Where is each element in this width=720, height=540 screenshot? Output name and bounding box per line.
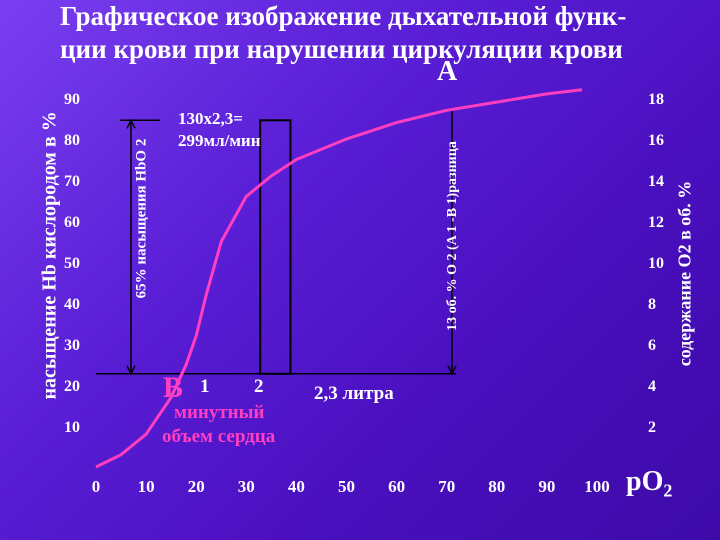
saturation-arrow-head-bottom	[126, 365, 136, 376]
y2-tick-label: 10	[648, 255, 664, 272]
y2-tick-label: 12	[648, 214, 664, 231]
point-a-label: А	[437, 56, 458, 87]
saturation-arrow-head-top	[126, 118, 136, 129]
difference-label: 13 об. % O 2 (A 1 -B 1)разница	[445, 141, 460, 331]
x-tick-label: 90	[538, 477, 555, 496]
point-b-label: В	[163, 371, 184, 404]
x-tick-labels: 0 10 20 30 40 50 60 70 80 90 100	[92, 477, 610, 496]
y2-axis-label: содержание O2 в об. %	[674, 180, 695, 367]
title-line-1: Графическое изображение дыхательной функ…	[60, 1, 627, 31]
x-unit-text: pO	[626, 466, 664, 497]
x-tick-label: 20	[188, 477, 205, 496]
calc-line-1: 130х2,3=	[178, 109, 243, 128]
x-tick-label: 80	[488, 477, 505, 496]
marker-lines	[96, 111, 457, 376]
title-line-2: ции крови при нарушении циркуляции крови	[60, 34, 623, 64]
y-tick-label: 40	[64, 296, 80, 313]
x-tick-label: 30	[238, 477, 255, 496]
minute-volume-line-2: объем сердца	[162, 426, 276, 447]
y-tick-label: 10	[64, 419, 80, 436]
calc-line-2: 299мл/мин	[178, 131, 261, 150]
x-tick-label: 70	[438, 477, 455, 496]
x-tick-label: 100	[584, 477, 610, 496]
box-outline	[259, 119, 292, 375]
y-tick-label: 80	[64, 132, 80, 149]
y2-tick-label: 16	[648, 132, 664, 149]
y2-tick-label: 8	[648, 296, 656, 313]
y-tick-label: 90	[64, 91, 80, 108]
difference-arrow-head	[447, 365, 457, 376]
chart-title: Графическое изображение дыхательной функ…	[60, 0, 680, 66]
y2-tick-label: 6	[648, 337, 656, 354]
minute-volume-line-1: минутный	[174, 402, 265, 423]
label-num-1: 1	[200, 376, 210, 397]
y2-tick-labels: 2 4 6 8 10 12 14 16 18	[648, 91, 664, 436]
liters-label: 2,3 литра	[314, 383, 394, 404]
y-tick-label: 60	[64, 214, 80, 231]
saturation-label: 65% насыщения HbO 2	[133, 138, 150, 299]
y-tick-label: 70	[64, 173, 80, 190]
dissociation-curve	[95, 88, 583, 469]
curve-group	[95, 88, 583, 469]
x-unit-subscript: 2	[663, 480, 673, 501]
x-tick-label: 40	[288, 477, 305, 496]
x-tick-label: 60	[388, 477, 405, 496]
y2-tick-label: 4	[648, 378, 656, 395]
calc-annotation: 130х2,3= 299мл/мин	[178, 108, 261, 152]
x-tick-label: 0	[92, 477, 101, 496]
y-tick-labels: 10 20 30 40 50 60 70 80 90	[64, 91, 80, 436]
y2-tick-label: 14	[648, 173, 664, 190]
y2-tick-label: 2	[648, 419, 656, 436]
label-num-2: 2	[254, 376, 264, 397]
y-axis-label: насыщение Hb кислородом в %	[38, 111, 61, 400]
y-tick-label: 30	[64, 337, 80, 354]
x-tick-label: 50	[338, 477, 355, 496]
y-tick-label: 50	[64, 255, 80, 272]
x-axis-unit: pO2	[626, 466, 672, 502]
y2-tick-label: 18	[648, 91, 664, 108]
x-tick-label: 10	[138, 477, 155, 496]
y-tick-label: 20	[64, 378, 80, 395]
